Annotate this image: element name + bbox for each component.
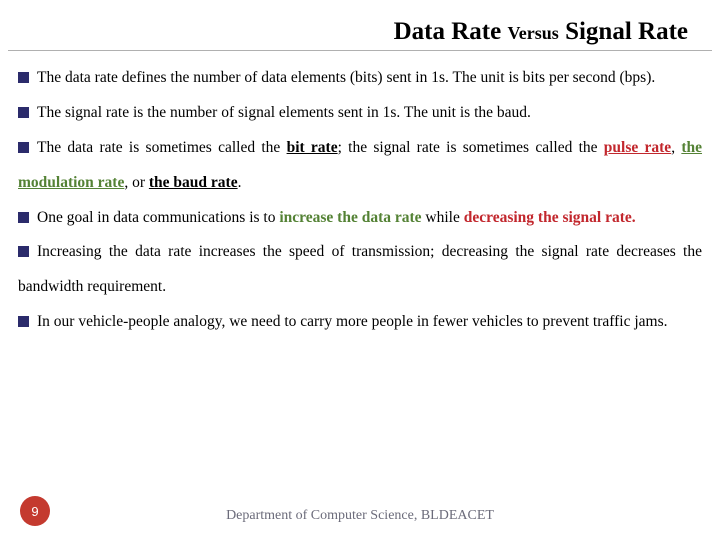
b4-t1: One goal in data communications is to	[37, 209, 279, 226]
bullet-icon	[18, 212, 29, 223]
bullet-6-text: In our vehicle-people analogy, we need t…	[37, 313, 668, 330]
bullet-icon	[18, 72, 29, 83]
title-part-3: Signal Rate	[559, 18, 688, 45]
bullet-4: One goal in data communications is to in…	[18, 201, 702, 236]
bullet-icon	[18, 316, 29, 327]
bullet-1-text: The data rate defines the number of data…	[37, 69, 655, 86]
title-part-1: Data Rate	[394, 18, 508, 45]
slide-body: The data rate defines the number of data…	[0, 51, 720, 340]
b3-t1: The data rate is sometimes called the	[37, 139, 287, 156]
term-bit-rate: bit rate	[287, 139, 338, 156]
b4-t3: while	[422, 209, 464, 226]
bullet-5-text: Increasing the data rate increases the s…	[18, 243, 702, 295]
bullet-6: In our vehicle-people analogy, we need t…	[18, 305, 702, 340]
bullet-icon	[18, 107, 29, 118]
title-bar: Data Rate Versus Signal Rate	[8, 0, 712, 51]
bullet-5: Increasing the data rate increases the s…	[18, 235, 702, 305]
bullet-1: The data rate defines the number of data…	[18, 61, 702, 96]
slide-title: Data Rate Versus Signal Rate	[394, 18, 688, 45]
title-part-versus: Versus	[507, 23, 558, 43]
footer-text: Department of Computer Science, BLDEACET	[0, 508, 720, 524]
b3-t3: ; the signal rate is sometimes called th…	[338, 139, 604, 156]
bullet-2: The signal rate is the number of signal …	[18, 96, 702, 131]
phrase-decrease-signal-rate: decreasing the signal rate.	[464, 209, 636, 226]
bullet-icon	[18, 142, 29, 153]
b3-t9: .	[238, 174, 242, 191]
term-baud-rate: the baud rate	[149, 174, 238, 191]
bullet-2-text: The signal rate is the number of signal …	[37, 104, 531, 121]
bullet-3: The data rate is sometimes called the bi…	[18, 131, 702, 201]
b3-t5: ,	[671, 139, 681, 156]
bullet-icon	[18, 246, 29, 257]
phrase-increase-data-rate: increase the data rate	[279, 209, 421, 226]
term-pulse-rate: pulse rate	[604, 139, 671, 156]
b3-t7: , or	[124, 174, 149, 191]
